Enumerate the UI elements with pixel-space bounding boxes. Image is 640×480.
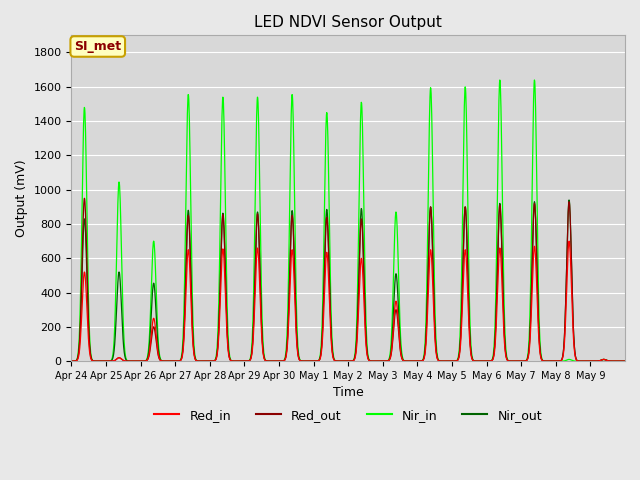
Title: LED NDVI Sensor Output: LED NDVI Sensor Output	[254, 15, 442, 30]
Text: SI_met: SI_met	[74, 40, 122, 53]
Y-axis label: Output (mV): Output (mV)	[15, 159, 28, 237]
X-axis label: Time: Time	[333, 386, 364, 399]
Legend: Red_in, Red_out, Nir_in, Nir_out: Red_in, Red_out, Nir_in, Nir_out	[150, 404, 547, 427]
